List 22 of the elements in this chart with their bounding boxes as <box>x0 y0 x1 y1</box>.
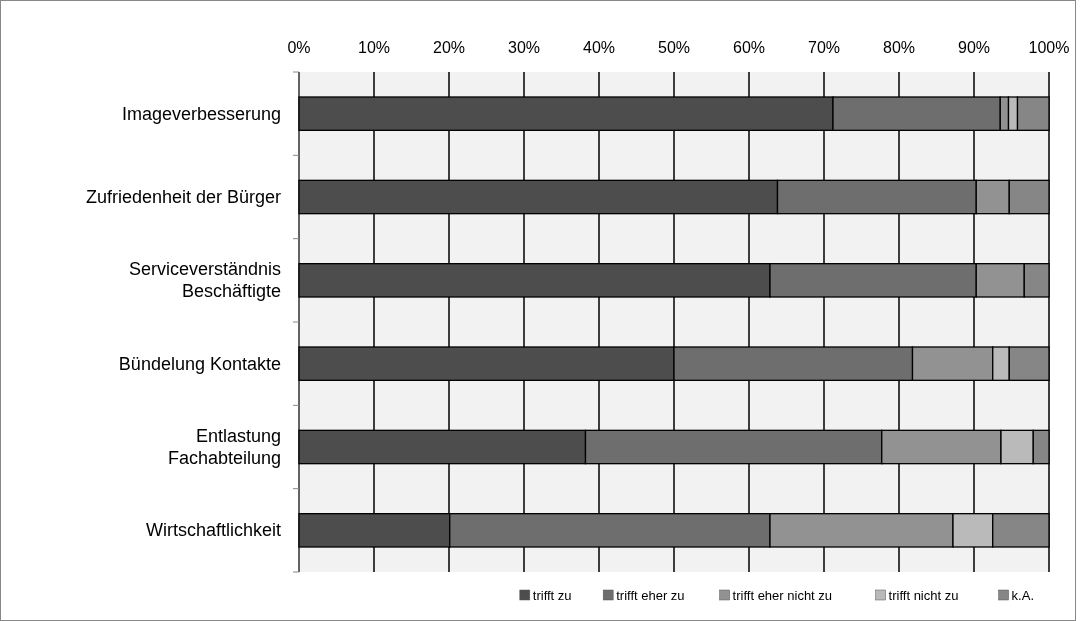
legend-label: trifft eher nicht zu <box>732 588 833 603</box>
legend-label: trifft nicht zu <box>888 588 959 603</box>
y-tick-label: Imageverbesserung <box>121 103 281 124</box>
y-tick-label: Entlastung Fachabteilung <box>167 426 281 468</box>
x-tick-label: 30% <box>507 39 541 56</box>
x-tick-label: 100% <box>1028 39 1070 56</box>
y-tick-label: Bündelung Kontakte <box>118 353 281 374</box>
x-tick-label: 60% <box>732 39 766 56</box>
legend-label: trifft eher zu <box>616 588 685 603</box>
x-tick-label: 0% <box>287 39 311 56</box>
x-tick-label: 40% <box>582 39 616 56</box>
y-tick-label: Zufriedenheit der Bürger <box>85 187 281 207</box>
y-tick-label: Serviceverständnis Beschäftigte <box>128 259 281 302</box>
legend-label: trifft zu <box>532 588 572 603</box>
x-tick-label: 70% <box>807 39 841 56</box>
x-tick-label: 80% <box>882 39 916 56</box>
x-tick-label: 50% <box>657 39 691 56</box>
x-tick-label: 20% <box>432 39 466 56</box>
x-tick-label: 90% <box>957 39 991 56</box>
x-tick-label: 10% <box>357 39 391 56</box>
legend-label: k.A. <box>1011 588 1035 603</box>
y-tick-label: Wirtschaftlichkeit <box>145 520 281 541</box>
